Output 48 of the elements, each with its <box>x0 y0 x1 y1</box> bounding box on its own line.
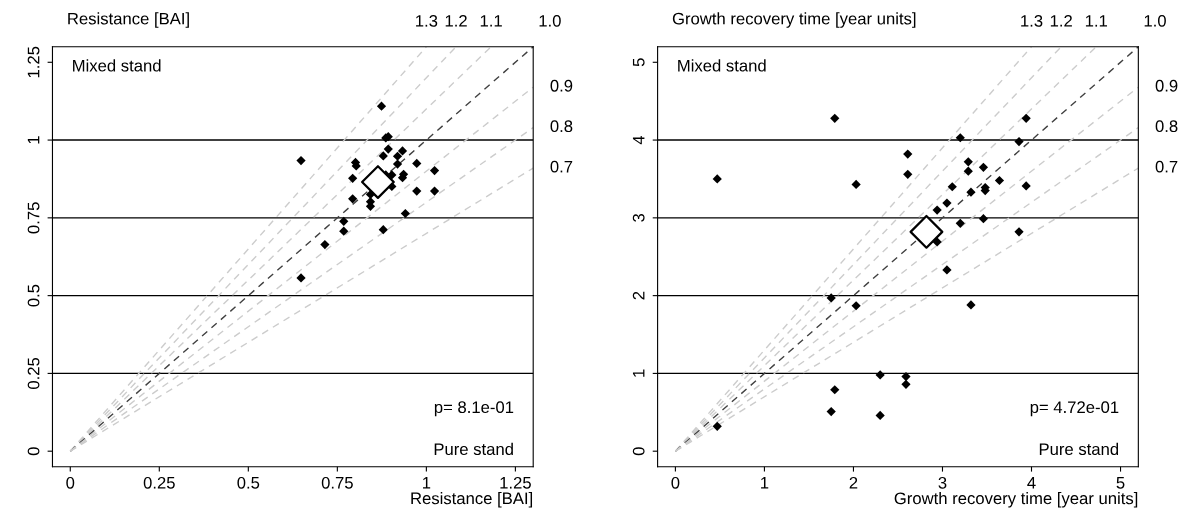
x-tick-label: 1.25 <box>500 476 531 489</box>
y-tick-label: 0.25 <box>27 357 40 389</box>
annotation: Pure stand <box>434 442 513 456</box>
x-tick-label: 0.75 <box>321 476 353 489</box>
series-label: 0.7 <box>550 160 573 173</box>
y-tick-label: 1 <box>27 136 40 144</box>
series-label: 0.9 <box>1155 79 1178 92</box>
series-label: 1.0 <box>539 14 561 27</box>
y-tick-label: 0.5 <box>27 284 40 307</box>
series-label: 1.2 <box>1050 14 1072 27</box>
y-tick-label: 5 <box>632 58 645 67</box>
y-tick-label: 0.75 <box>27 202 40 234</box>
y-tick-label: 1.25 <box>27 46 40 78</box>
y-tick-label: 2 <box>632 291 645 300</box>
annotation: Mixed stand <box>73 59 161 72</box>
annotation: p= 8.1e-01 <box>434 401 514 417</box>
annotation: Pure stand <box>1039 442 1119 456</box>
series-label: 0.8 <box>550 120 573 133</box>
series-label: 1.1 <box>1085 15 1108 27</box>
series-label: 1.3 <box>416 14 438 27</box>
series-label: 0.9 <box>550 79 573 92</box>
x-axis-title: Resistance [BAI] <box>411 492 533 508</box>
x-tick-label: 5 <box>1116 477 1125 489</box>
series-label: 0.8 <box>1155 120 1178 133</box>
x-tick-label: 2 <box>849 476 858 489</box>
x-tick-label: 1 <box>761 477 769 489</box>
y-tick-label: 0 <box>632 447 645 456</box>
x-tick-label: 0.5 <box>237 476 260 489</box>
y-tick-label: 3 <box>632 213 645 222</box>
x-tick-label: 3 <box>938 476 947 489</box>
series-label: 1.1 <box>480 15 502 27</box>
y-axis-title: Growth recovery time [year units] <box>672 12 916 28</box>
x-tick-label: 0 <box>66 476 75 489</box>
x-tick-label: 0 <box>671 476 680 489</box>
series-label: 1.3 <box>1021 14 1043 27</box>
x-tick-label: 1 <box>423 477 431 489</box>
x-tick-label: 4 <box>1027 477 1036 489</box>
y-tick-label: 1 <box>632 369 645 377</box>
annotation: Mixed stand <box>678 59 766 72</box>
y-tick-label: 4 <box>632 135 645 145</box>
series-label: 0.7 <box>1155 160 1178 173</box>
series-label: 1.2 <box>445 14 467 27</box>
x-tick-label: 0.25 <box>143 476 175 489</box>
y-tick-label: 0 <box>27 447 40 456</box>
annotation: p= 4.72e-01 <box>1030 401 1119 417</box>
y-axis-title: Resistance [BAI] <box>68 12 189 28</box>
series-label: 1.0 <box>1144 14 1166 27</box>
x-axis-title: Growth recovery time [year units] <box>894 492 1138 508</box>
